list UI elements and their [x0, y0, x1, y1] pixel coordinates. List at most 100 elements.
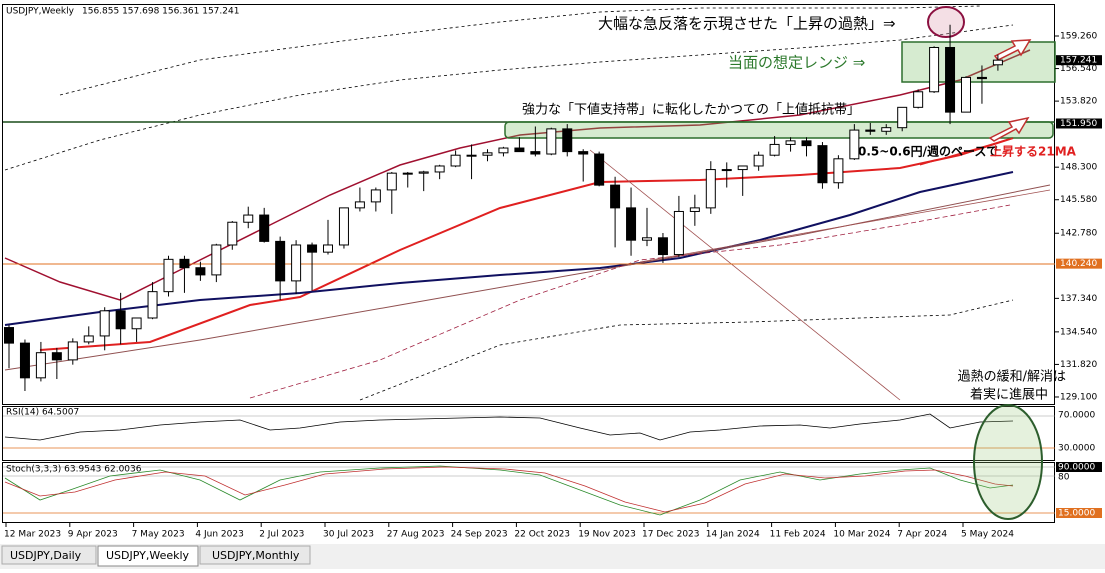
label-box	[1056, 508, 1102, 518]
annotation: 上昇する21MA	[990, 144, 1077, 159]
candle-body	[801, 140, 812, 147]
y-tick-label: 137.340	[1060, 294, 1097, 304]
candle-body	[546, 128, 557, 155]
candle-body	[594, 153, 605, 186]
candle-body	[434, 165, 445, 173]
candle-body	[402, 172, 413, 175]
candle-body	[99, 310, 110, 337]
tab-label[interactable]: USDJPY,Weekly	[106, 549, 190, 562]
candle-body	[35, 352, 46, 379]
candle-body	[370, 189, 381, 203]
y-tick-label: 148.300	[1060, 163, 1097, 173]
label-box	[1056, 462, 1102, 472]
stoch-level-label: 80	[1058, 473, 1070, 483]
x-tick-label: 17 Dec 2023	[642, 530, 700, 540]
candle-body	[275, 240, 286, 282]
x-tick-label: 7 May 2023	[132, 530, 185, 540]
candle-body	[354, 201, 365, 209]
y-tick-label: 142.780	[1060, 229, 1097, 239]
tab-label[interactable]: USDJPY,Monthly	[212, 549, 300, 562]
stoch-main	[4, 465, 1014, 516]
arrow	[993, 39, 1032, 61]
stoch-signal	[4, 466, 1014, 513]
price-label: 151.950	[1060, 119, 1097, 129]
candle-body	[115, 310, 126, 330]
annotation: 強力な「下値支持帯」に転化したかつての「上値抵抗帯」	[522, 102, 860, 118]
x-tick-label: 9 Apr 2023	[68, 530, 118, 540]
candle-body	[689, 207, 700, 212]
candle-body	[785, 140, 796, 145]
rsi-level-label: 70.0000	[1058, 411, 1095, 421]
candle-body	[578, 151, 589, 155]
y-tick-label: 145.580	[1060, 195, 1097, 205]
candle-body	[657, 237, 668, 256]
x-tick-label: 30 Jul 2023	[323, 530, 374, 540]
x-tick-label: 24 Sep 2023	[451, 530, 508, 540]
candle-body	[418, 171, 429, 174]
candle-body	[642, 237, 652, 241]
candle-body	[961, 76, 971, 113]
candle-body	[307, 244, 318, 253]
candle-body	[4, 327, 14, 344]
y-tick-label: 153.820	[1060, 97, 1097, 107]
y-tick-label: 159.260	[1060, 31, 1097, 41]
x-tick-label: 2 Jul 2023	[259, 530, 304, 540]
main-panel	[2, 4, 1055, 405]
candle-body	[131, 317, 142, 330]
overheat-circle	[927, 6, 965, 38]
candle-body	[147, 291, 158, 319]
range-zone	[901, 41, 1056, 83]
stoch-title: Stoch(3,3,3) 63.9543 62.0036	[6, 465, 142, 475]
candle-body	[753, 154, 764, 167]
candle-body	[83, 335, 94, 343]
annotation: 当面の想定レンジ ⇒	[728, 54, 865, 72]
price-label-box	[1056, 118, 1102, 129]
support-zone	[504, 121, 1054, 139]
candle-body	[259, 214, 270, 242]
price-label: 157.241	[1060, 56, 1097, 66]
price-label: 140.240	[1060, 259, 1097, 269]
candle-body	[721, 169, 732, 172]
rsi-line	[4, 413, 1014, 441]
y-tick-label: 131.820	[1060, 360, 1097, 370]
candle-body	[482, 152, 493, 156]
tab-active[interactable]	[97, 545, 199, 567]
price-label-box	[1056, 55, 1102, 66]
candle-body	[562, 128, 573, 153]
tab-label[interactable]: USDJPY,Daily	[10, 549, 82, 562]
tab[interactable]	[199, 545, 311, 565]
candle-body	[673, 210, 684, 256]
candle-body	[610, 184, 621, 209]
candle-body	[705, 169, 716, 209]
candle-body	[211, 244, 222, 276]
candle-body	[913, 91, 924, 108]
candle-body	[450, 154, 461, 167]
x-tick-label: 22 Oct 2023	[514, 530, 570, 540]
candles	[4, 24, 1003, 391]
candle-body	[243, 214, 254, 223]
x-tick-label: 12 Mar 2023	[4, 530, 61, 540]
candle-body	[323, 244, 333, 253]
x-tick-label: 5 May 2024	[961, 530, 1014, 540]
y-tick-label: 134.540	[1060, 327, 1097, 337]
candle-body	[881, 127, 892, 132]
annotation: 0.5~0.6円/週のペースで	[858, 144, 998, 159]
candle-body	[945, 46, 956, 113]
x-tick-label: 4 Jun 2023	[195, 530, 243, 540]
candle-body	[833, 158, 844, 184]
tab[interactable]	[1, 545, 97, 565]
x-tick-label: 11 Feb 2024	[770, 530, 826, 540]
candle-body	[897, 106, 908, 129]
candle-body	[179, 258, 190, 269]
stoch-level-label: 15.0000	[1058, 509, 1095, 519]
annotation: 過熱の緩和/解消は	[958, 370, 1066, 385]
candle-body	[769, 143, 780, 156]
cooling-circle	[973, 404, 1043, 520]
candle-body	[386, 172, 397, 191]
candle-body	[992, 59, 1003, 66]
candle-body	[51, 352, 62, 361]
rsi-level-label: 30.0000	[1058, 444, 1095, 454]
candle-body	[338, 207, 349, 246]
chart-header: USDJPY,Weekly	[6, 7, 75, 17]
